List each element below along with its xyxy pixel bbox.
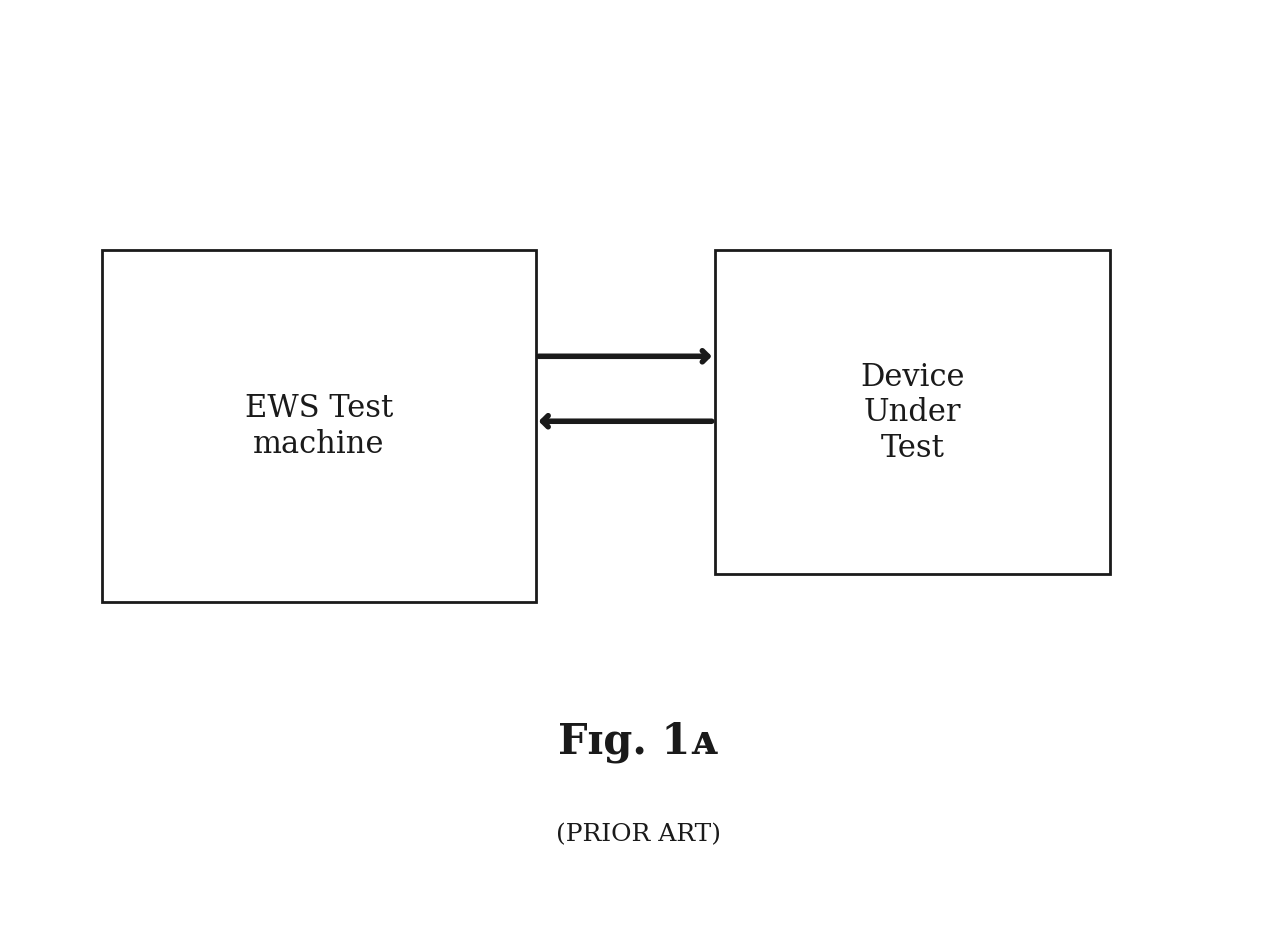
Text: EWS Test
machine: EWS Test machine — [245, 393, 393, 460]
FancyBboxPatch shape — [102, 250, 536, 603]
FancyBboxPatch shape — [715, 250, 1110, 575]
Text: (PRIOR ART): (PRIOR ART) — [555, 823, 721, 845]
Text: Device
Under
Test: Device Under Test — [860, 362, 965, 464]
Text: Fɪg. 1ᴀ: Fɪg. 1ᴀ — [559, 720, 717, 763]
